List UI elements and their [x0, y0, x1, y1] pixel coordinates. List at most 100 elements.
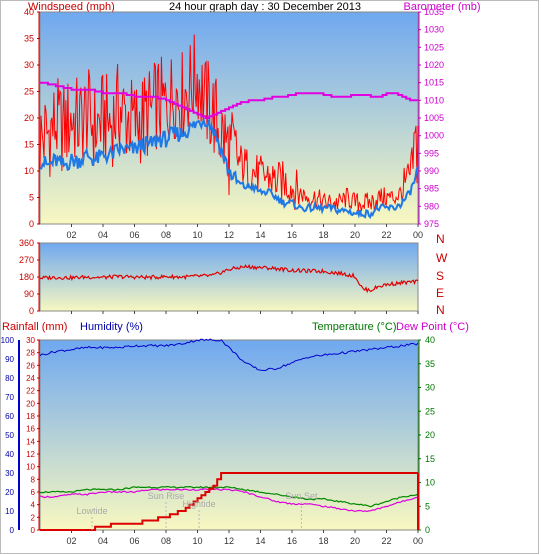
- temp-y-tick-label: 30: [425, 383, 435, 393]
- baro-y-tick-label: 980: [424, 201, 439, 211]
- x-tick-label: 14: [255, 536, 265, 546]
- temp-y-tick-label: 25: [425, 406, 435, 416]
- wind-y-tick-label: 35: [24, 34, 34, 44]
- rain-y-tick-label: 22: [26, 387, 35, 396]
- x-tick-label: 08: [161, 536, 171, 546]
- rain-y-tick-label: 6: [31, 488, 36, 497]
- direction-y-tick-label: 270: [19, 255, 34, 265]
- rain-y-tick-label: 20: [26, 399, 35, 408]
- x-tick-label: 14: [255, 230, 265, 240]
- wind-average-series: [39, 118, 419, 219]
- baro-y-tick-label: 1005: [424, 113, 444, 123]
- rainfall-axis-title: Rainfall (mm): [2, 321, 67, 333]
- humidity-y-tick-label: 10: [5, 507, 14, 516]
- baro-y-tick-label: 1020: [424, 60, 444, 70]
- x-tick-label: 16: [287, 230, 297, 240]
- humidity-y-tick-label: 50: [5, 431, 14, 440]
- chart-title: 24 hour graph day : 30 December 2013: [169, 1, 361, 13]
- x-tick-label: 12: [224, 536, 234, 546]
- temp-y-tick-label: 0: [425, 525, 430, 535]
- temperature-axis-title: Temperature (°C): [312, 321, 396, 333]
- baro-y-tick-label: 1025: [424, 42, 444, 52]
- humidity-y-tick-label: 30: [5, 469, 14, 478]
- x-tick-label: 00: [413, 230, 423, 240]
- x-tick-label: 06: [129, 536, 139, 546]
- x-tick-label: 02: [66, 230, 76, 240]
- rain-y-tick-label: 0: [31, 526, 36, 535]
- x-tick-label: 00: [413, 536, 423, 546]
- direction-y-tick-label: 360: [19, 238, 34, 248]
- baro-y-tick-label: 975: [424, 219, 439, 229]
- baro-y-tick-label: 1035: [424, 7, 444, 17]
- x-tick-label: 20: [350, 536, 360, 546]
- rain-y-tick-label: 4: [31, 501, 36, 510]
- compass-label: E: [436, 286, 444, 300]
- rain-y-tick-label: 12: [26, 450, 35, 459]
- direction-y-tick-label: 180: [19, 272, 34, 282]
- x-tick-label: 02: [66, 536, 76, 546]
- temperature-series: [39, 485, 419, 508]
- humidity-y-tick-label: 20: [5, 488, 14, 497]
- x-tick-label: 06: [129, 230, 139, 240]
- barometer-series: [40, 81, 418, 119]
- x-tick-label: 22: [381, 536, 391, 546]
- rain-y-tick-label: 18: [26, 412, 35, 421]
- baro-y-tick-label: 1010: [424, 95, 444, 105]
- baro-y-tick-label: 990: [424, 166, 439, 176]
- lower-panel-background: [39, 339, 419, 531]
- windspeed-axis-title: Windspeed (mph): [28, 1, 115, 13]
- direction-y-tick-label: 0: [29, 306, 34, 316]
- x-tick-label: 22: [381, 230, 391, 240]
- wind-y-tick-label: 25: [24, 87, 34, 97]
- compass-label: S: [436, 269, 444, 283]
- wind-gust-series: [39, 34, 419, 212]
- x-tick-label: 16: [287, 536, 297, 546]
- rain-y-tick-label: 28: [26, 349, 35, 358]
- x-tick-label: 20: [350, 230, 360, 240]
- wind-y-tick-label: 5: [29, 193, 34, 203]
- temp-y-tick-label: 20: [425, 430, 435, 440]
- x-tick-label: 04: [98, 536, 108, 546]
- wind-y-tick-label: 20: [24, 113, 34, 123]
- baro-y-tick-label: 985: [424, 184, 439, 194]
- rain-y-tick-label: 14: [26, 437, 35, 446]
- compass-label: W: [436, 251, 448, 265]
- wind-y-tick-label: 30: [24, 60, 34, 70]
- direction-y-tick-label: 90: [24, 289, 34, 299]
- rain-y-tick-label: 2: [31, 513, 36, 522]
- annotation-label: Sun Rise: [148, 491, 185, 501]
- rain-y-tick-label: 26: [26, 361, 35, 370]
- x-tick-label: 12: [224, 230, 234, 240]
- annotation-label: Sun Set: [285, 491, 318, 501]
- humidity-y-tick-label: 80: [5, 374, 14, 383]
- wind-direction-series: [39, 264, 419, 294]
- wind-y-tick-label: 40: [24, 7, 34, 17]
- baro-y-tick-label: 1015: [424, 78, 444, 88]
- compass-label: N: [436, 232, 445, 246]
- x-tick-label: 08: [161, 230, 171, 240]
- annotation-label: Hightide: [183, 499, 216, 509]
- barometer-axis-title: Barometer (mb): [403, 1, 480, 13]
- x-tick-label: 18: [318, 230, 328, 240]
- rain-y-tick-label: 8: [31, 475, 36, 484]
- humidity-y-tick-label: 40: [5, 450, 14, 459]
- humidity-y-tick-label: 0: [10, 526, 15, 535]
- temp-y-tick-label: 10: [425, 478, 435, 488]
- wind-y-tick-label: 0: [29, 219, 34, 229]
- rain-y-tick-label: 10: [26, 463, 35, 472]
- dewpoint-series: [39, 488, 419, 513]
- humidity-series: [39, 338, 419, 372]
- humidity-y-tick-label: 100: [1, 336, 15, 345]
- baro-y-tick-label: 1000: [424, 131, 444, 141]
- baro-y-tick-label: 1030: [424, 25, 444, 35]
- x-tick-label: 10: [192, 230, 202, 240]
- humidity-axis-title: Humidity (%): [80, 321, 143, 333]
- wind-y-tick-label: 10: [24, 166, 34, 176]
- temp-y-tick-label: 35: [425, 359, 435, 369]
- humidity-y-tick-label: 90: [5, 355, 14, 364]
- wind-y-tick-label: 15: [24, 140, 34, 150]
- annotation-label: Lowtide: [76, 506, 107, 516]
